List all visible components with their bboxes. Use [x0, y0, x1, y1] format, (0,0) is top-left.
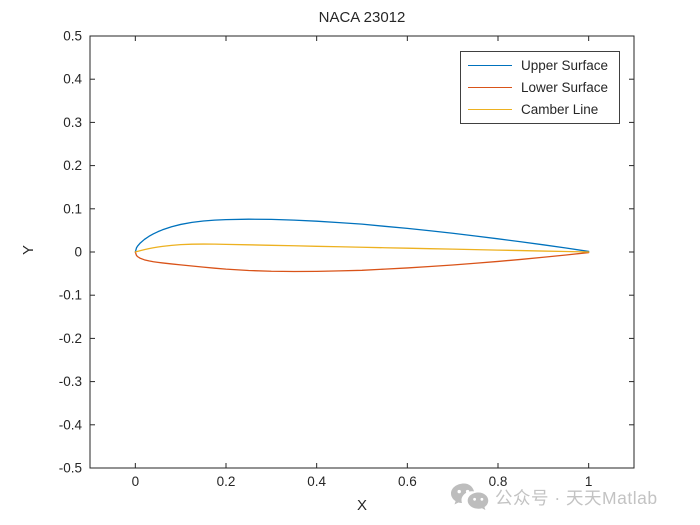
legend-label: Camber Line	[521, 101, 599, 117]
legend-label: Lower Surface	[521, 79, 609, 95]
x-tick-label: 1	[585, 474, 593, 489]
y-tick-label: 0.1	[63, 201, 82, 216]
legend-item-lower-surface: Lower Surface	[461, 80, 619, 95]
lower-surface-legend-line	[468, 86, 512, 88]
watermark: 公众号 · 天天Matlab	[450, 483, 658, 512]
legend-item-camber-line: Camber Line	[461, 102, 619, 117]
x-tick-label: 0.4	[307, 474, 326, 489]
x-tick-label: 0.8	[489, 474, 508, 489]
y-tick-label: -0.4	[59, 417, 83, 432]
y-tick-label: 0	[74, 245, 82, 260]
legend-label: Upper Surface	[521, 58, 609, 74]
y-tick-label: -0.3	[59, 374, 82, 389]
x-tick-label: 0.2	[217, 474, 236, 489]
legend: Upper Surface Lower Surface Camber Line	[460, 51, 620, 124]
y-tick-label: 0.5	[63, 29, 82, 44]
upper-surface-legend-line	[468, 65, 512, 67]
chart-title: NACA 23012	[318, 9, 406, 26]
y-tick-label: -0.2	[59, 331, 82, 346]
wechat-icon	[451, 483, 489, 510]
camber-line-legend-line	[468, 108, 512, 110]
lower-surface-line	[134, 251, 590, 273]
y-tick-label: 0.2	[63, 158, 82, 173]
y-tick-label: -0.5	[59, 461, 82, 476]
upper-surface-line	[134, 218, 590, 253]
y-tick-label: -0.1	[59, 288, 82, 303]
y-axis-label: Y	[20, 245, 37, 256]
x-tick-label: 0	[132, 474, 140, 489]
camber-line-line	[134, 243, 590, 253]
y-tick-label: 0.4	[63, 72, 82, 87]
x-tick-label: 0.6	[398, 474, 417, 489]
y-tick-label: 0.3	[63, 115, 82, 130]
x-axis-label: X	[356, 497, 367, 514]
watermark-text: 公众号 · 天天Matlab	[495, 488, 658, 508]
legend-item-upper-surface: Upper Surface	[461, 58, 619, 73]
